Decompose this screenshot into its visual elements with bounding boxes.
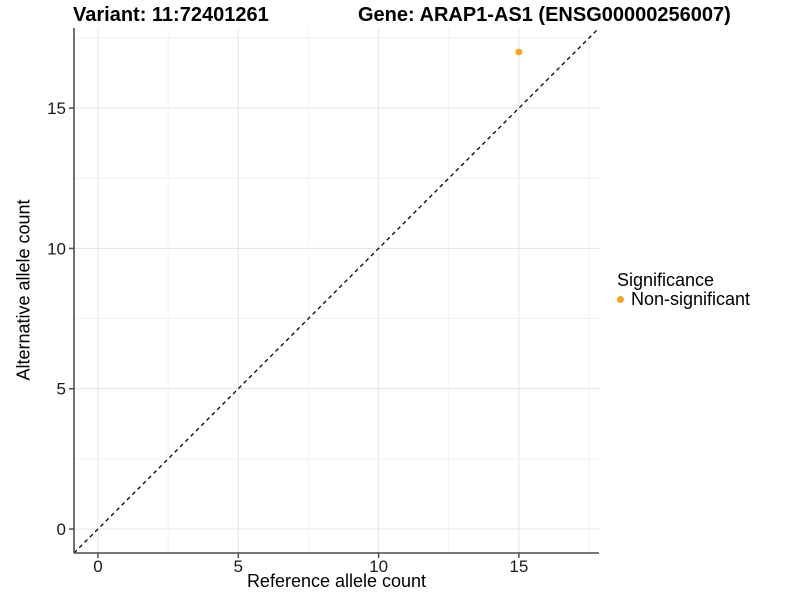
legend-title: Significance	[617, 270, 715, 290]
tick-labels: 0 5 10 15 0 5 10 15	[47, 99, 528, 576]
x-tick-label: 0	[93, 557, 102, 576]
x-tick-label: 10	[369, 557, 388, 576]
major-gridlines	[74, 28, 599, 553]
variant-title: Variant: 11:72401261	[73, 4, 269, 26]
identity-dashed-line	[73, 27, 600, 554]
x-tick-label: 5	[234, 557, 243, 576]
legend-item-label: Non-significant	[631, 289, 751, 309]
y-tick-label: 0	[57, 520, 66, 539]
y-tick-label: 15	[47, 99, 66, 118]
x-tick-label: 15	[509, 557, 528, 576]
minor-gridlines	[74, 28, 599, 553]
axis-lines	[73, 28, 599, 554]
y-tick-label: 10	[47, 239, 66, 258]
x-axis-label: Reference allele count	[246, 571, 427, 591]
data-point	[515, 48, 523, 56]
gene-title: Gene: ARAP1-AS1 (ENSG00000256007)	[358, 4, 731, 26]
axis-ticks	[69, 107, 520, 558]
legend-point-icon	[617, 296, 624, 303]
y-tick-label: 5	[57, 380, 66, 399]
y-axis-label: Alternative allele count	[13, 199, 34, 381]
legend: Significance Non-significant	[617, 271, 750, 309]
data-points	[515, 48, 523, 56]
legend-item: Non-significant	[617, 289, 751, 309]
